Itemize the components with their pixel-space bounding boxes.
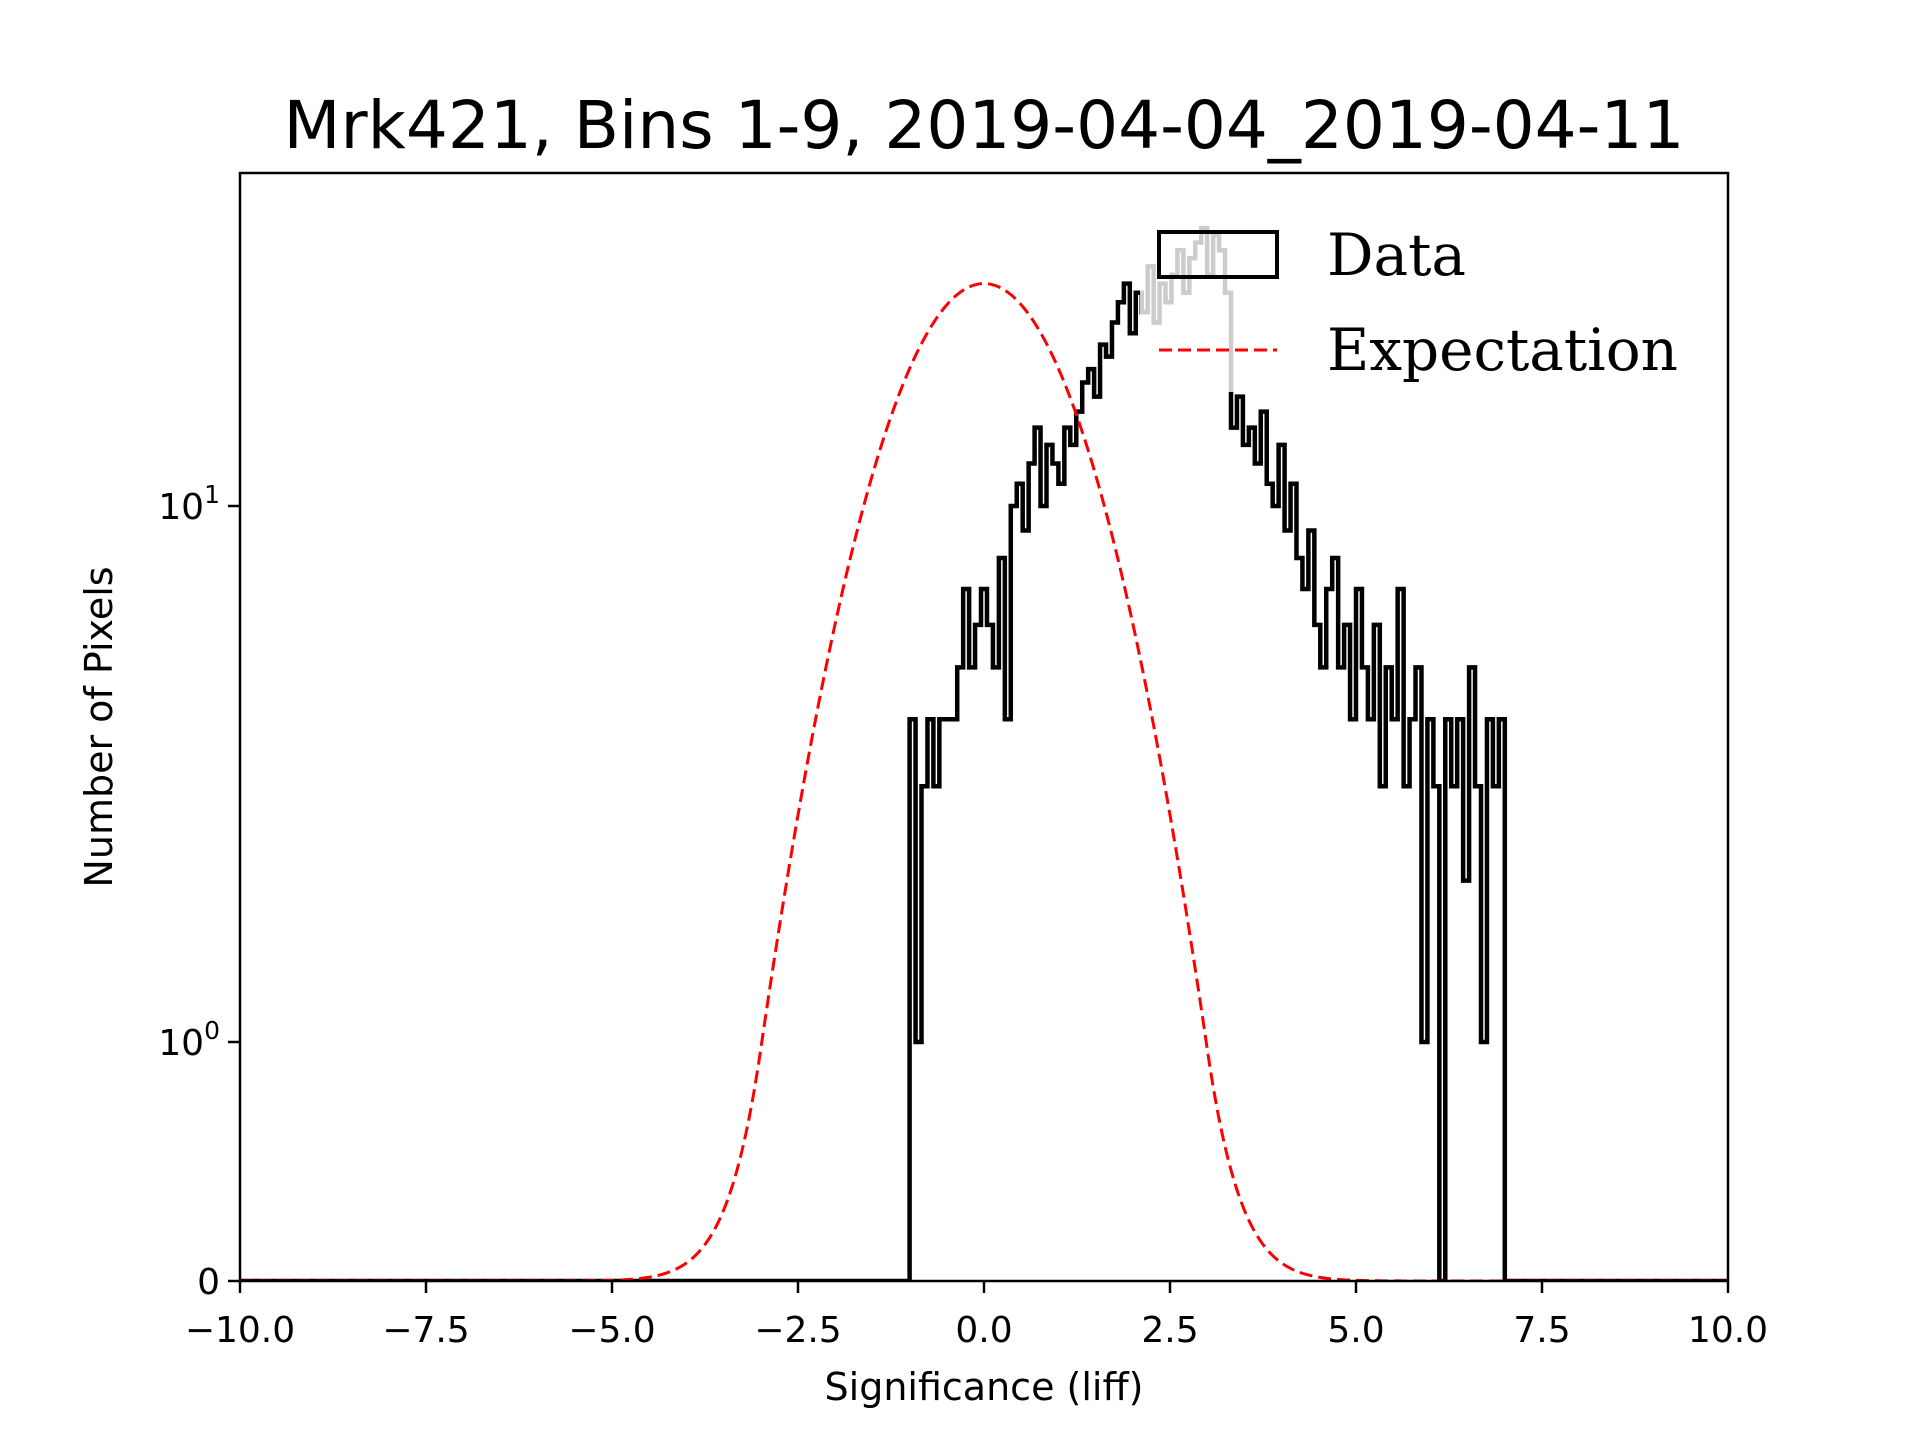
x-tick-label: −2.5 bbox=[754, 1310, 841, 1351]
axes-frame bbox=[238, 171, 1730, 1283]
x-tick-label: 0.0 bbox=[955, 1310, 1012, 1351]
x-tick-label: −7.5 bbox=[382, 1310, 469, 1351]
legend-data-label: Data bbox=[1327, 221, 1466, 289]
legend: Data Expectation bbox=[1140, 212, 1700, 392]
y-tick-base: 10 bbox=[158, 487, 204, 528]
y-axis-label: Number of Pixels bbox=[77, 566, 121, 887]
y-tick-exponent: 1 bbox=[204, 480, 220, 509]
y-tick-base: 0 bbox=[197, 1262, 220, 1303]
legend-background bbox=[1140, 212, 1700, 392]
legend-data-swatch bbox=[1157, 230, 1279, 279]
y-tick-label: 100 bbox=[158, 1016, 220, 1064]
y-tick-label: 0 bbox=[197, 1262, 220, 1303]
y-tick-base: 10 bbox=[158, 1023, 204, 1064]
x-tick-label: 10.0 bbox=[1688, 1310, 1768, 1351]
y-tick-label: 101 bbox=[158, 480, 220, 528]
x-tick-label: −10.0 bbox=[185, 1310, 295, 1351]
x-tick-label: 7.5 bbox=[1513, 1310, 1570, 1351]
chart-title: Mrk421, Bins 1-9, 2019-04-04_2019-04-11 bbox=[284, 87, 1685, 164]
x-tick-label: 5.0 bbox=[1327, 1310, 1384, 1351]
x-axis: −10.0 −7.5 −5.0 −2.5 0.0 2.5 5.0 7.5 10.0 bbox=[185, 1281, 1768, 1351]
x-tick-label: −5.0 bbox=[568, 1310, 655, 1351]
x-axis-label: Significance (liff) bbox=[825, 1365, 1144, 1409]
y-tick-exponent: 0 bbox=[204, 1016, 220, 1045]
legend-expectation-label: Expectation bbox=[1327, 316, 1678, 384]
x-tick-label: 2.5 bbox=[1141, 1310, 1198, 1351]
